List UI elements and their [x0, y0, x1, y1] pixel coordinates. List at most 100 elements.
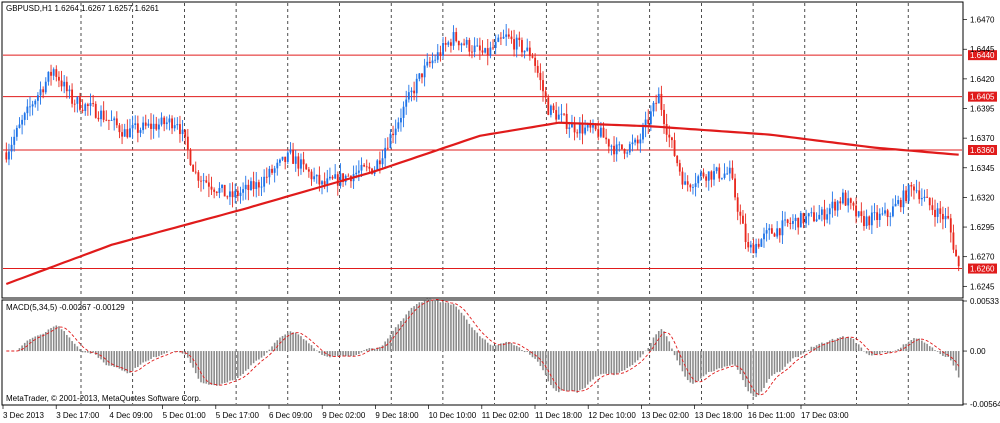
candle-body	[902, 190, 905, 208]
candle-body	[605, 137, 608, 140]
candle-body	[757, 243, 760, 247]
candle-body	[407, 92, 410, 100]
candle-body	[939, 208, 942, 214]
candle-body	[286, 152, 289, 162]
candle-body	[421, 73, 423, 78]
candle-body	[739, 211, 742, 216]
candle-body	[160, 117, 163, 125]
candle-body	[255, 182, 258, 189]
candle-body	[94, 103, 97, 118]
candle-body	[657, 93, 660, 104]
candle-body	[236, 190, 239, 197]
candle-body	[310, 171, 313, 180]
candle-body	[10, 144, 13, 152]
candle-body	[736, 197, 739, 212]
candle-body	[165, 122, 168, 125]
candle-body	[378, 160, 381, 165]
candle-body	[873, 212, 876, 214]
candle-body	[663, 109, 665, 125]
candle-body	[760, 239, 763, 247]
candle-body	[584, 127, 587, 134]
candle-body	[152, 123, 155, 129]
candle-body	[581, 124, 584, 134]
candle-body	[192, 165, 195, 172]
candle-body	[597, 129, 600, 137]
candle-body	[79, 97, 81, 110]
candle-body	[594, 124, 597, 130]
candle-body	[355, 172, 358, 175]
candle-body	[423, 65, 426, 78]
candle-body	[194, 171, 197, 173]
candle-body	[44, 81, 47, 93]
candle-body	[15, 127, 18, 137]
candle-body	[694, 183, 697, 187]
candle-body	[631, 142, 634, 145]
candle-body	[415, 78, 418, 94]
candle-body	[715, 167, 718, 172]
candle-body	[244, 184, 247, 190]
candle-body	[886, 210, 889, 218]
level-tag-label: 1.6360	[970, 146, 995, 155]
y-tick-label: 1.6245	[970, 282, 995, 291]
candle-body	[576, 132, 579, 134]
candle-body	[731, 167, 734, 179]
candle-body	[365, 166, 368, 168]
candle-body	[131, 124, 134, 129]
candle-body	[834, 201, 836, 211]
candle-body	[118, 125, 121, 133]
candle-body	[273, 168, 276, 173]
candle-body	[926, 196, 929, 198]
candle-body	[226, 196, 229, 198]
x-tick-label: 11 Dec 02:00	[482, 411, 530, 420]
candle-body	[5, 152, 8, 160]
candle-body	[776, 228, 779, 237]
candle-body	[665, 124, 668, 135]
candle-body	[305, 164, 308, 170]
candle-body	[549, 105, 552, 115]
candle-body	[823, 209, 826, 220]
candle-body	[768, 228, 771, 231]
candle-body	[436, 52, 439, 60]
candle-body	[920, 198, 923, 200]
candle-body	[820, 209, 823, 215]
candle-body	[452, 32, 455, 46]
candle-body	[168, 118, 171, 123]
candle-body	[450, 42, 452, 46]
level-tag	[968, 91, 997, 102]
candle-body	[397, 122, 400, 129]
candle-body	[444, 42, 447, 45]
candle-body	[634, 139, 637, 143]
candle-body	[928, 197, 931, 206]
candle-body	[720, 177, 723, 179]
candle-body	[692, 186, 694, 188]
candle-body	[565, 113, 568, 129]
candle-body	[171, 118, 173, 129]
candle-body	[742, 215, 744, 224]
candle-body	[536, 65, 539, 73]
candle-body	[513, 39, 515, 50]
candle-body	[747, 241, 750, 248]
candle-body	[755, 243, 758, 254]
candle-body	[21, 119, 24, 125]
macd-tick-label: -0.00564	[970, 400, 1000, 409]
candle-body	[510, 36, 513, 40]
candle-body	[342, 173, 344, 182]
candle-body	[499, 37, 502, 39]
candle-body	[323, 181, 326, 185]
candle-body	[360, 164, 363, 171]
candle-body	[307, 169, 310, 172]
candle-body	[934, 209, 936, 217]
candle-body	[770, 228, 773, 234]
candle-body	[213, 189, 216, 192]
candle-body	[931, 205, 934, 210]
candle-body	[8, 151, 10, 160]
candle-body	[578, 124, 581, 134]
candle-body	[271, 168, 273, 173]
candle-body	[784, 219, 786, 221]
y-tick-label: 1.6320	[970, 193, 995, 202]
x-tick-label: 9 Dec 18:00	[375, 411, 419, 420]
y-tick-label: 1.6445	[970, 45, 995, 54]
candle-body	[602, 127, 605, 138]
candle-body	[257, 182, 260, 188]
